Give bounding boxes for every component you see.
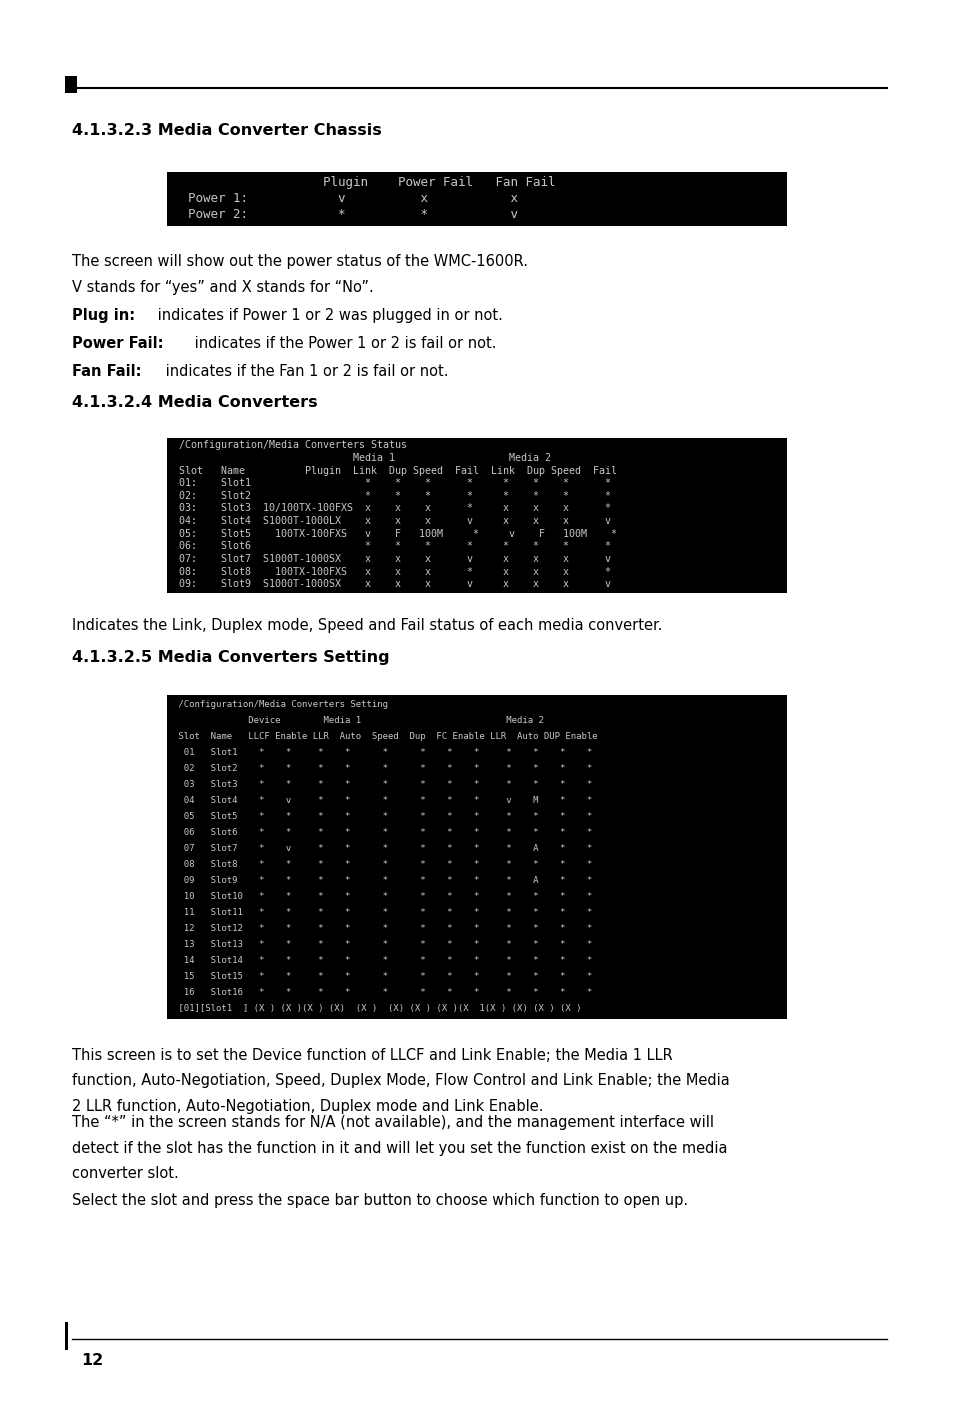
Text: 04:    Slot4  S1000T-1000LX    x    x    x      v     x    x    x      v: 04: Slot4 S1000T-1000LX x x x v x x x v — [172, 515, 610, 527]
Text: 04   Slot4    *    v     *    *      *      *    *    *     v    M    *    *: 04 Slot4 * v * * * * * * v M * * — [172, 796, 591, 805]
Text: 14   Slot14   *    *     *    *      *      *    *    *     *    *    *    *: 14 Slot14 * * * * * * * * * * * * — [172, 956, 591, 964]
Text: 05:    Slot5    100TX-100FXS   v    F   100M     *     v    F   100M    *: 05: Slot5 100TX-100FXS v F 100M * v F 10… — [172, 528, 616, 539]
Text: indicates if the Power 1 or 2 is fail or not.: indicates if the Power 1 or 2 is fail or… — [190, 336, 496, 352]
Text: V stands for “yes” and X stands for “No”.: V stands for “yes” and X stands for “No”… — [71, 280, 373, 295]
Text: 13   Slot13   *    *     *    *      *      *    *    *     *    *    *    *: 13 Slot13 * * * * * * * * * * * * — [172, 940, 591, 949]
Text: 01:    Slot1                   *    *    *      *     *    *    *      *: 01: Slot1 * * * * * * * * — [172, 479, 610, 489]
Text: Plug in:: Plug in: — [71, 308, 134, 323]
Text: Device        Media 1                           Media 2: Device Media 1 Media 2 — [172, 716, 543, 724]
Text: 08:    Slot8    100TX-100FXS   x    x    x      *     x    x    x      *: 08: Slot8 100TX-100FXS x x x * x x x * — [172, 566, 610, 576]
Text: Plugin    Power Fail   Fan Fail: Plugin Power Fail Fan Fail — [172, 175, 555, 189]
Text: 4.1.3.2.5 Media Converters Setting: 4.1.3.2.5 Media Converters Setting — [71, 650, 389, 665]
Text: 03:    Slot3  10/100TX-100FXS  x    x    x      *     x    x    x      *: 03: Slot3 10/100TX-100FXS x x x * x x x … — [172, 504, 610, 514]
Text: Indicates the Link, Duplex mode, Speed and Fail status of each media converter.: Indicates the Link, Duplex mode, Speed a… — [71, 618, 661, 634]
Text: Fan Fail:: Fan Fail: — [71, 364, 141, 380]
Text: 08   Slot8    *    *     *    *      *      *    *    *     *    *    *    *: 08 Slot8 * * * * * * * * * * * * — [172, 860, 591, 868]
Text: 07   Slot7    *    v     *    *      *      *    *    *     *    A    *    *: 07 Slot7 * v * * * * * * * A * * — [172, 844, 591, 853]
Text: 12: 12 — [81, 1353, 103, 1368]
Text: 06:    Slot6                   *    *    *      *     *    *    *      *: 06: Slot6 * * * * * * * * — [172, 541, 610, 551]
Text: Power Fail:: Power Fail: — [71, 336, 163, 352]
FancyBboxPatch shape — [65, 1322, 68, 1350]
Text: Slot   Name          Plugin  Link  Dup Speed  Fail  Link  Dup Speed  Fail: Slot Name Plugin Link Dup Speed Fail Lin… — [172, 466, 616, 476]
Text: 06   Slot6    *    *     *    *      *      *    *    *     *    *    *    *: 06 Slot6 * * * * * * * * * * * * — [172, 827, 591, 837]
Text: 11   Slot11   *    *     *    *      *      *    *    *     *    *    *    *: 11 Slot11 * * * * * * * * * * * * — [172, 908, 591, 916]
Text: 09:    Slot9  S1000T-1000SX    x    x    x      v     x    x    x      v: 09: Slot9 S1000T-1000SX x x x v x x x v — [172, 579, 610, 589]
FancyBboxPatch shape — [65, 76, 77, 93]
Text: /Configuration/Media Converters Setting: /Configuration/Media Converters Setting — [172, 700, 387, 709]
Text: The “*” in the screen stands for N/A (not available), and the management interfa: The “*” in the screen stands for N/A (no… — [71, 1115, 713, 1131]
FancyBboxPatch shape — [167, 172, 786, 226]
Text: detect if the slot has the function in it and will let you set the function exis: detect if the slot has the function in i… — [71, 1141, 726, 1156]
Text: [01][Slot1  ] (X ) (X )(X ) (X)  (X )  (X) (X ) (X )(X  1(X ) (X) (X ) (X ): [01][Slot1 ] (X ) (X )(X ) (X) (X ) (X) … — [172, 1004, 580, 1012]
Text: Slot  Name   LLCF Enable LLR  Auto  Speed  Dup  FC Enable LLR  Auto DUP Enable: Slot Name LLCF Enable LLR Auto Speed Dup… — [172, 731, 597, 741]
Text: The screen will show out the power status of the WMC-1600R.: The screen will show out the power statu… — [71, 254, 527, 270]
Text: 09   Slot9    *    *     *    *      *      *    *    *     *    A    *    *: 09 Slot9 * * * * * * * * * A * * — [172, 875, 591, 885]
Text: Select the slot and press the space bar button to choose which function to open : Select the slot and press the space bar … — [71, 1193, 687, 1209]
Text: 10   Slot10   *    *     *    *      *      *    *    *     *    *    *    *: 10 Slot10 * * * * * * * * * * * * — [172, 892, 591, 901]
Text: converter slot.: converter slot. — [71, 1166, 178, 1182]
Text: This screen is to set the Device function of LLCF and Link Enable; the Media 1 L: This screen is to set the Device functio… — [71, 1048, 672, 1063]
Text: 4.1.3.2.3 Media Converter Chassis: 4.1.3.2.3 Media Converter Chassis — [71, 123, 381, 138]
Text: 2 LLR function, Auto-Negotiation, Duplex mode and Link Enable.: 2 LLR function, Auto-Negotiation, Duplex… — [71, 1099, 542, 1114]
Text: 16   Slot16   *    *     *    *      *      *    *    *     *    *    *    *: 16 Slot16 * * * * * * * * * * * * — [172, 988, 591, 997]
Text: 01   Slot1    *    *     *    *      *      *    *    *     *    *    *    *: 01 Slot1 * * * * * * * * * * * * — [172, 748, 591, 757]
Text: 02   Slot2    *    *     *    *      *      *    *    *     *    *    *    *: 02 Slot2 * * * * * * * * * * * * — [172, 764, 591, 772]
Text: /Configuration/Media Converters Status: /Configuration/Media Converters Status — [172, 441, 406, 450]
Text: Power 1:            v          x           x: Power 1: v x x — [172, 192, 547, 205]
Text: 02:    Slot2                   *    *    *      *     *    *    *      *: 02: Slot2 * * * * * * * * — [172, 491, 610, 501]
Text: indicates if Power 1 or 2 was plugged in or not.: indicates if Power 1 or 2 was plugged in… — [152, 308, 502, 323]
Text: 03   Slot3    *    *     *    *      *      *    *    *     *    *    *    *: 03 Slot3 * * * * * * * * * * * * — [172, 779, 591, 789]
Text: 07:    Slot7  S1000T-1000SX    x    x    x      v     x    x    x      v: 07: Slot7 S1000T-1000SX x x x v x x x v — [172, 554, 610, 563]
Text: 15   Slot15   *    *     *    *      *      *    *    *     *    *    *    *: 15 Slot15 * * * * * * * * * * * * — [172, 971, 591, 981]
Text: indicates if the Fan 1 or 2 is fail or not.: indicates if the Fan 1 or 2 is fail or n… — [161, 364, 448, 380]
Text: 4.1.3.2.4 Media Converters: 4.1.3.2.4 Media Converters — [71, 395, 316, 411]
FancyBboxPatch shape — [167, 695, 786, 1019]
Text: Power 2:            *          *           v: Power 2: * * v — [172, 208, 547, 222]
Text: function, Auto-Negotiation, Speed, Duplex Mode, Flow Control and Link Enable; th: function, Auto-Negotiation, Speed, Duple… — [71, 1073, 728, 1089]
FancyBboxPatch shape — [167, 438, 786, 593]
Text: 05   Slot5    *    *     *    *      *      *    *    *     *    *    *    *: 05 Slot5 * * * * * * * * * * * * — [172, 812, 591, 820]
Text: 12   Slot12   *    *     *    *      *      *    *    *     *    *    *    *: 12 Slot12 * * * * * * * * * * * * — [172, 923, 591, 933]
Text: Media 1                   Media 2: Media 1 Media 2 — [172, 453, 550, 463]
